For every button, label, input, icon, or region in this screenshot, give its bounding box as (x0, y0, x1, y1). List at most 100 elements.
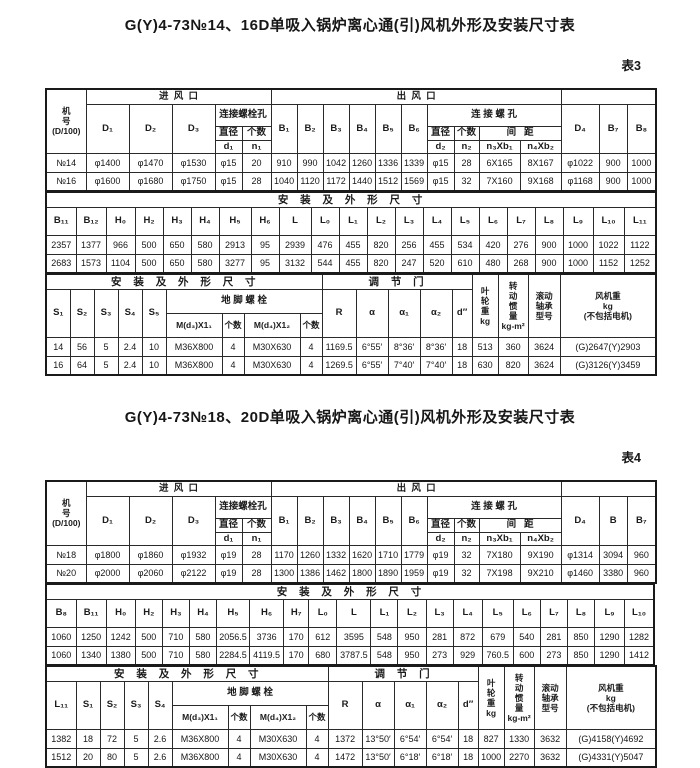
data-cell: 500 (134, 645, 163, 666)
data-cell: 1170 (270, 544, 298, 565)
table-row: 1512 20 80 5 2.6 M36X800 4 M30X630 4 1472 13°50′ 6°… (45, 747, 657, 768)
data-cell: 1169.5 (321, 336, 357, 357)
header-cell: 滚动 轴承 型号 (527, 273, 561, 338)
data-cell: (G)4158(Y)4692 (565, 728, 657, 749)
header-cell: 间 距 (478, 125, 562, 141)
data-cell: 1252 (623, 253, 657, 274)
data-cell: φ1750 (171, 171, 216, 192)
table4-tag-label: 表4 (621, 451, 641, 465)
data-cell: 2913 (218, 234, 252, 255)
header-cell: 连接螺栓孔 (214, 495, 272, 519)
data-cell: 548 (370, 645, 399, 666)
header-cell: L₆ (512, 598, 541, 628)
header-row: B₈ B₁₁ H₀ H₂ H₃ H₄ H₅ H₆ H₇ L₀ L L₁ L₂ L₃ L₄ L₅ L₆ L₇ L₈ L₉… (45, 598, 655, 628)
data-cell: 966 (105, 234, 136, 255)
header-row: D₁ D₂ D₃ 连接螺栓孔 B₁ B₂ B₃ B₄ B₅ B₆ 连 接 螺 孔 D₄ B₇ B₈ (46, 103, 657, 154)
data-cell: 455 (338, 253, 368, 274)
header-cell: H₄ (190, 206, 220, 236)
header-cell: 个数 (241, 125, 272, 141)
data-cell: 6°54′ (425, 728, 459, 749)
table-row: №20 φ2000 φ2060 φ2122 φ19 28 1300 1386 1462 1800 1… (45, 563, 657, 584)
data-cell: 4 (227, 728, 251, 749)
header-cell: 风机重 kg (不包括电机) (559, 273, 657, 338)
header-cell: α (361, 680, 395, 730)
header-cell: L₁ (370, 598, 399, 628)
data-cell: 827 (477, 728, 505, 749)
header-cell: L₁ (338, 206, 368, 236)
header-cell: 安 装 及 外 形 尺 寸 (45, 191, 657, 208)
header-row: 直径 个数 直径 个数间 距 (46, 125, 656, 141)
data-cell: 990 (296, 152, 324, 173)
data-cell: φ19 (214, 563, 243, 584)
data-cell: 1440 (348, 171, 376, 192)
data-cell: 1779 (400, 544, 428, 565)
data-cell: M30X630 (249, 747, 307, 768)
data-cell: 1462 (322, 563, 350, 584)
data-cell: 1512 (374, 171, 402, 192)
data-cell: 3632 (533, 747, 567, 768)
header-cell: 连接螺栓孔 (214, 103, 272, 127)
header-cell: H₀ (105, 598, 136, 628)
header-row: 机 号 (D/100) 进 风 口出 风 口 (45, 480, 657, 546)
data-cell: 820 (497, 355, 529, 376)
data-cell: 1339 (400, 152, 428, 173)
data-cell: 760.5 (481, 645, 514, 666)
table-row: 16 64 5 2.4 10 M36X800 4 M30X630 4 1269.5 6°55′ 7°4… (45, 355, 657, 376)
data-cell: 929 (452, 645, 483, 666)
data-cell: 8°36′ (387, 336, 421, 357)
table3-title: G(Y)4-73№14、16D单吸入锅炉离心通(引)风机外形及安装尺寸表 (124, 17, 576, 34)
data-cell: 580 (188, 645, 217, 666)
data-cell: 1412 (624, 645, 655, 666)
data-cell: 18 (451, 355, 473, 376)
header-cell: S₁ (75, 680, 101, 730)
data-cell: №16 (45, 171, 87, 192)
data-cell: 500 (134, 253, 164, 274)
data-cell: 1336 (374, 152, 402, 173)
dimension-table-section: 机 号 (D/100) 进 风 口出 风 口 D₁ D₂ D₃ 连接螺栓孔 B₁ B₂ B₃ B₄… (45, 480, 658, 584)
dimension-table-section: 安 装 及 外 形 尺 寸调 节 门叶 轮 重 kg 转 动 惯 量 kg-m² 滚… (45, 273, 658, 376)
data-cell: 28 (241, 171, 272, 192)
header-cell: L₅ (450, 206, 480, 236)
header-cell: L₁₀ (592, 206, 625, 236)
data-cell: 1060 (45, 645, 77, 666)
data-cell: 32 (453, 171, 480, 192)
header-cell: M(d₄)X1₂ (243, 312, 301, 338)
data-cell: φ1470 (128, 152, 173, 173)
data-cell: 2683 (45, 253, 77, 274)
header-cell: D₃ (171, 103, 216, 154)
data-cell: φ1314 (560, 544, 600, 565)
header-cell: 个数 (227, 704, 251, 730)
data-cell: 1340 (75, 645, 107, 666)
data-cell: 360 (497, 336, 529, 357)
table4-sections: 机 号 (D/100) 进 风 口出 风 口 D₁ D₂ D₃ 连接螺栓孔 B₁ B₂ B₃ B₄… (45, 480, 658, 768)
header-cell: B₁₁ (75, 598, 107, 628)
header-cell: 个数 (221, 312, 245, 338)
data-cell: φ15 (214, 152, 243, 173)
data-cell: 2.6 (147, 728, 173, 749)
data-cell: 4 (227, 747, 251, 768)
data-cell: 32 (453, 544, 480, 565)
data-cell: 1330 (503, 728, 535, 749)
data-cell: 28 (241, 544, 272, 565)
data-cell: 3094 (598, 544, 628, 565)
table-row: 2357 1377 966 500 650 580 2913 95 2939 476 455 820 2… (45, 234, 657, 255)
fan-table-3-block: G(Y)4-73№14、16D单吸入锅炉离心通(引)风机外形及安装尺寸表 表3 … (0, 14, 700, 376)
dimension-table-section: 机 号 (D/100) 进 风 口出 风 口 D₁ D₂ D₃ 连接螺栓孔 B₁ B₂ B₃ B₄… (45, 88, 658, 192)
header-cell: D₂ (128, 103, 173, 154)
header-cell: n₃Xb₁ (478, 139, 521, 154)
data-cell: 13°50′ (361, 728, 395, 749)
data-cell: 5 (123, 728, 149, 749)
data-cell: 900 (598, 171, 628, 192)
data-cell: 18 (75, 728, 101, 749)
data-cell: 1122 (623, 234, 657, 255)
header-cell: L₃ (425, 598, 454, 628)
data-cell: 2357 (45, 234, 77, 255)
data-cell: 1290 (594, 626, 626, 647)
data-cell: 850 (566, 626, 596, 647)
header-cell: S₃ (93, 288, 119, 338)
data-cell: M36X800 (165, 355, 223, 376)
data-cell: 256 (394, 234, 424, 255)
data-cell: 2056.5 (215, 626, 251, 647)
